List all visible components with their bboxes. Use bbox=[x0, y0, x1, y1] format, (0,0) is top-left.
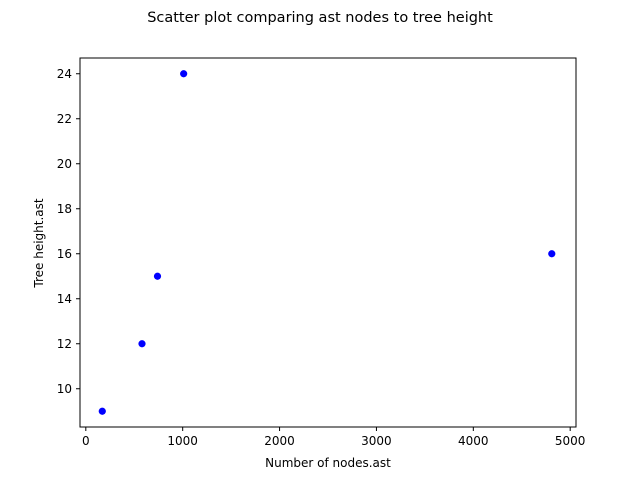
x-tick-label: 3000 bbox=[361, 434, 392, 448]
data-points bbox=[98, 70, 556, 415]
data-point bbox=[98, 407, 106, 415]
data-point bbox=[180, 70, 188, 78]
y-tick-label: 12 bbox=[57, 337, 72, 351]
y-axis-label: Tree height.ast bbox=[32, 198, 46, 288]
y-tick-label: 24 bbox=[57, 67, 72, 81]
y-tick-label: 10 bbox=[57, 382, 72, 396]
x-axis-label: Number of nodes.ast bbox=[265, 456, 391, 470]
axes-frame bbox=[79, 57, 577, 428]
y-tick-label: 22 bbox=[57, 112, 72, 126]
data-point bbox=[138, 340, 146, 348]
y-tick-label: 14 bbox=[57, 292, 72, 306]
y-tick-label: 18 bbox=[57, 202, 72, 216]
y-axis: 10 12 14 16 18 20 22 24 bbox=[57, 67, 80, 396]
x-tick-label: 2000 bbox=[264, 434, 295, 448]
x-tick-label: 5000 bbox=[555, 434, 586, 448]
y-tick-label: 16 bbox=[57, 247, 72, 261]
chart-title: Scatter plot comparing ast nodes to tree… bbox=[147, 10, 493, 26]
x-axis: 0 1000 2000 3000 4000 5000 bbox=[82, 427, 585, 448]
data-point bbox=[548, 250, 556, 258]
y-tick-label: 20 bbox=[57, 157, 72, 171]
x-tick-label: 1000 bbox=[167, 434, 198, 448]
x-tick-label: 0 bbox=[82, 434, 90, 448]
data-point bbox=[153, 272, 162, 280]
x-tick-label: 4000 bbox=[458, 434, 489, 448]
